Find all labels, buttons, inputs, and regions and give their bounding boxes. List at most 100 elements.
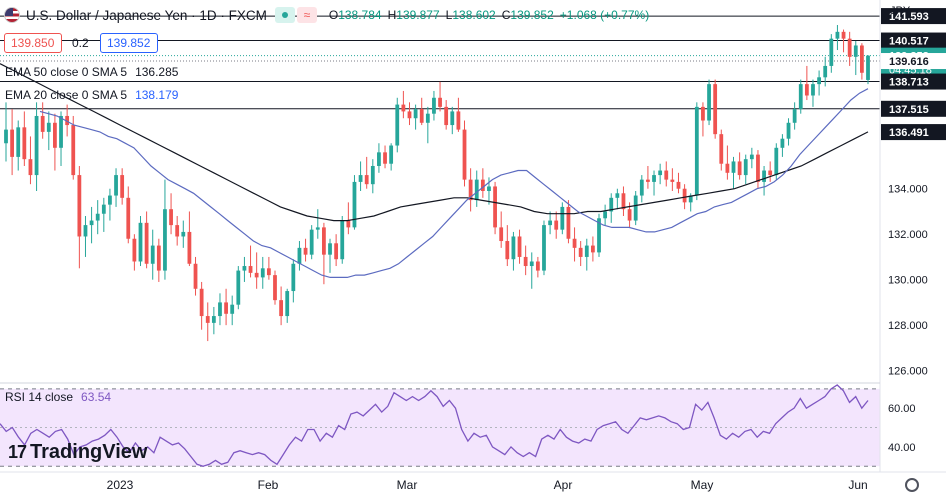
candle-body [670,179,675,182]
ema50-line [0,63,869,222]
tradingview-wordmark: TradingView [30,441,148,463]
candle-body [28,159,33,176]
sell-button[interactable]: 139.850 [4,33,62,53]
currency-selector[interactable]: JPY [890,5,911,17]
price-label-text: 139.616 [889,56,929,68]
rsi-legend[interactable]: RSI 14 close 63.54 [5,390,111,404]
candle-body [211,316,216,323]
change-value: +1.068 (+0.77%) [559,8,650,22]
candle-body [53,122,57,148]
low-value: 138.602 [452,8,496,22]
candle-body [639,179,644,196]
candle-body [456,111,461,130]
candle-body [132,238,137,262]
candle-body [572,238,577,248]
candle-body [138,222,143,262]
candle-body [535,261,540,271]
candle-body [798,84,803,110]
approx-icon[interactable]: ≈ [296,7,317,23]
buy-button[interactable]: 139.852 [100,33,158,53]
candle-body [829,38,834,66]
low-label: L [445,8,453,22]
candle-body [315,227,320,230]
symbol-header: U.S. Dollar / Japanese Yen · 1D · FXCM ≈… [0,0,880,30]
candle-body [749,154,754,160]
candle-body [236,270,241,305]
candle-body [254,272,259,278]
price-label-box [881,53,946,70]
candle-body [364,175,369,185]
candle-body [578,247,583,257]
candle-body [340,220,345,260]
candle-body [370,165,375,185]
candle-body [560,206,565,230]
candle-body [462,129,467,180]
candle-body [468,179,473,201]
candle-body [487,186,491,191]
candle-body [523,256,528,267]
candle-body [743,159,748,176]
candle-body [150,245,155,264]
candle-body [548,220,552,226]
candle-body [480,179,485,191]
open-label: O [328,8,339,22]
candle-body [664,170,669,180]
candle-body [285,291,290,317]
candle-body [193,263,198,289]
candle-body [804,84,809,96]
ema50-legend[interactable]: EMA 50 close 0 SMA 5 136.285 [5,65,178,79]
candle-body [658,170,663,176]
candle-body [474,179,479,201]
price-label-box [881,8,946,25]
candle-body [762,170,766,182]
candle-body [248,266,253,273]
price-label-text: 137.515 [889,104,929,116]
candle-body [4,129,8,144]
time-axis-label: Jun [848,478,867,492]
candle-body [529,261,534,267]
price-label-box [881,73,946,90]
candle-body [517,236,522,257]
candle-body [358,175,363,182]
time-axis-label: Apr [554,478,573,492]
candle-body [218,302,222,317]
price-tick-label: 128.000 [888,320,928,332]
candle-body [83,225,88,237]
tradingview-logo[interactable]: 17 TradingView [8,441,147,464]
candle-body [144,222,149,264]
symbol-title[interactable]: U.S. Dollar / Japanese Yen · 1D · FXCM [26,7,267,23]
candle-body [328,243,332,255]
time-axis-label: Mar [397,478,418,492]
market-open-icon[interactable] [274,7,295,23]
candle-body [542,225,546,271]
us-flag-icon [4,7,20,23]
candle-body [505,241,510,260]
candle-body [438,97,442,107]
candle-body [59,115,63,148]
candle-body [841,31,846,39]
tradingview-mark-icon: 17 [8,442,27,462]
settings-gear-icon[interactable] [905,478,919,492]
candle-body [163,209,167,271]
candle-body [291,263,296,292]
spread-value: 0.2 [72,36,89,50]
candle-body [688,195,693,203]
candle-body [95,213,100,221]
candle-body [432,97,436,114]
candle-body [621,193,626,210]
ema20-legend[interactable]: EMA 20 close 0 SMA 5 138.179 [5,88,178,102]
candle-body [676,181,681,189]
candle-body [322,227,326,255]
close-label: C [501,8,511,22]
candle-body [823,65,828,78]
candle-body [633,195,638,221]
candle-body [682,188,687,203]
candle-body [511,236,516,260]
candle-body [224,302,228,314]
price-label-box [881,100,946,117]
candle-body [175,225,180,237]
candle-body [597,218,601,253]
candle-body [847,38,852,57]
